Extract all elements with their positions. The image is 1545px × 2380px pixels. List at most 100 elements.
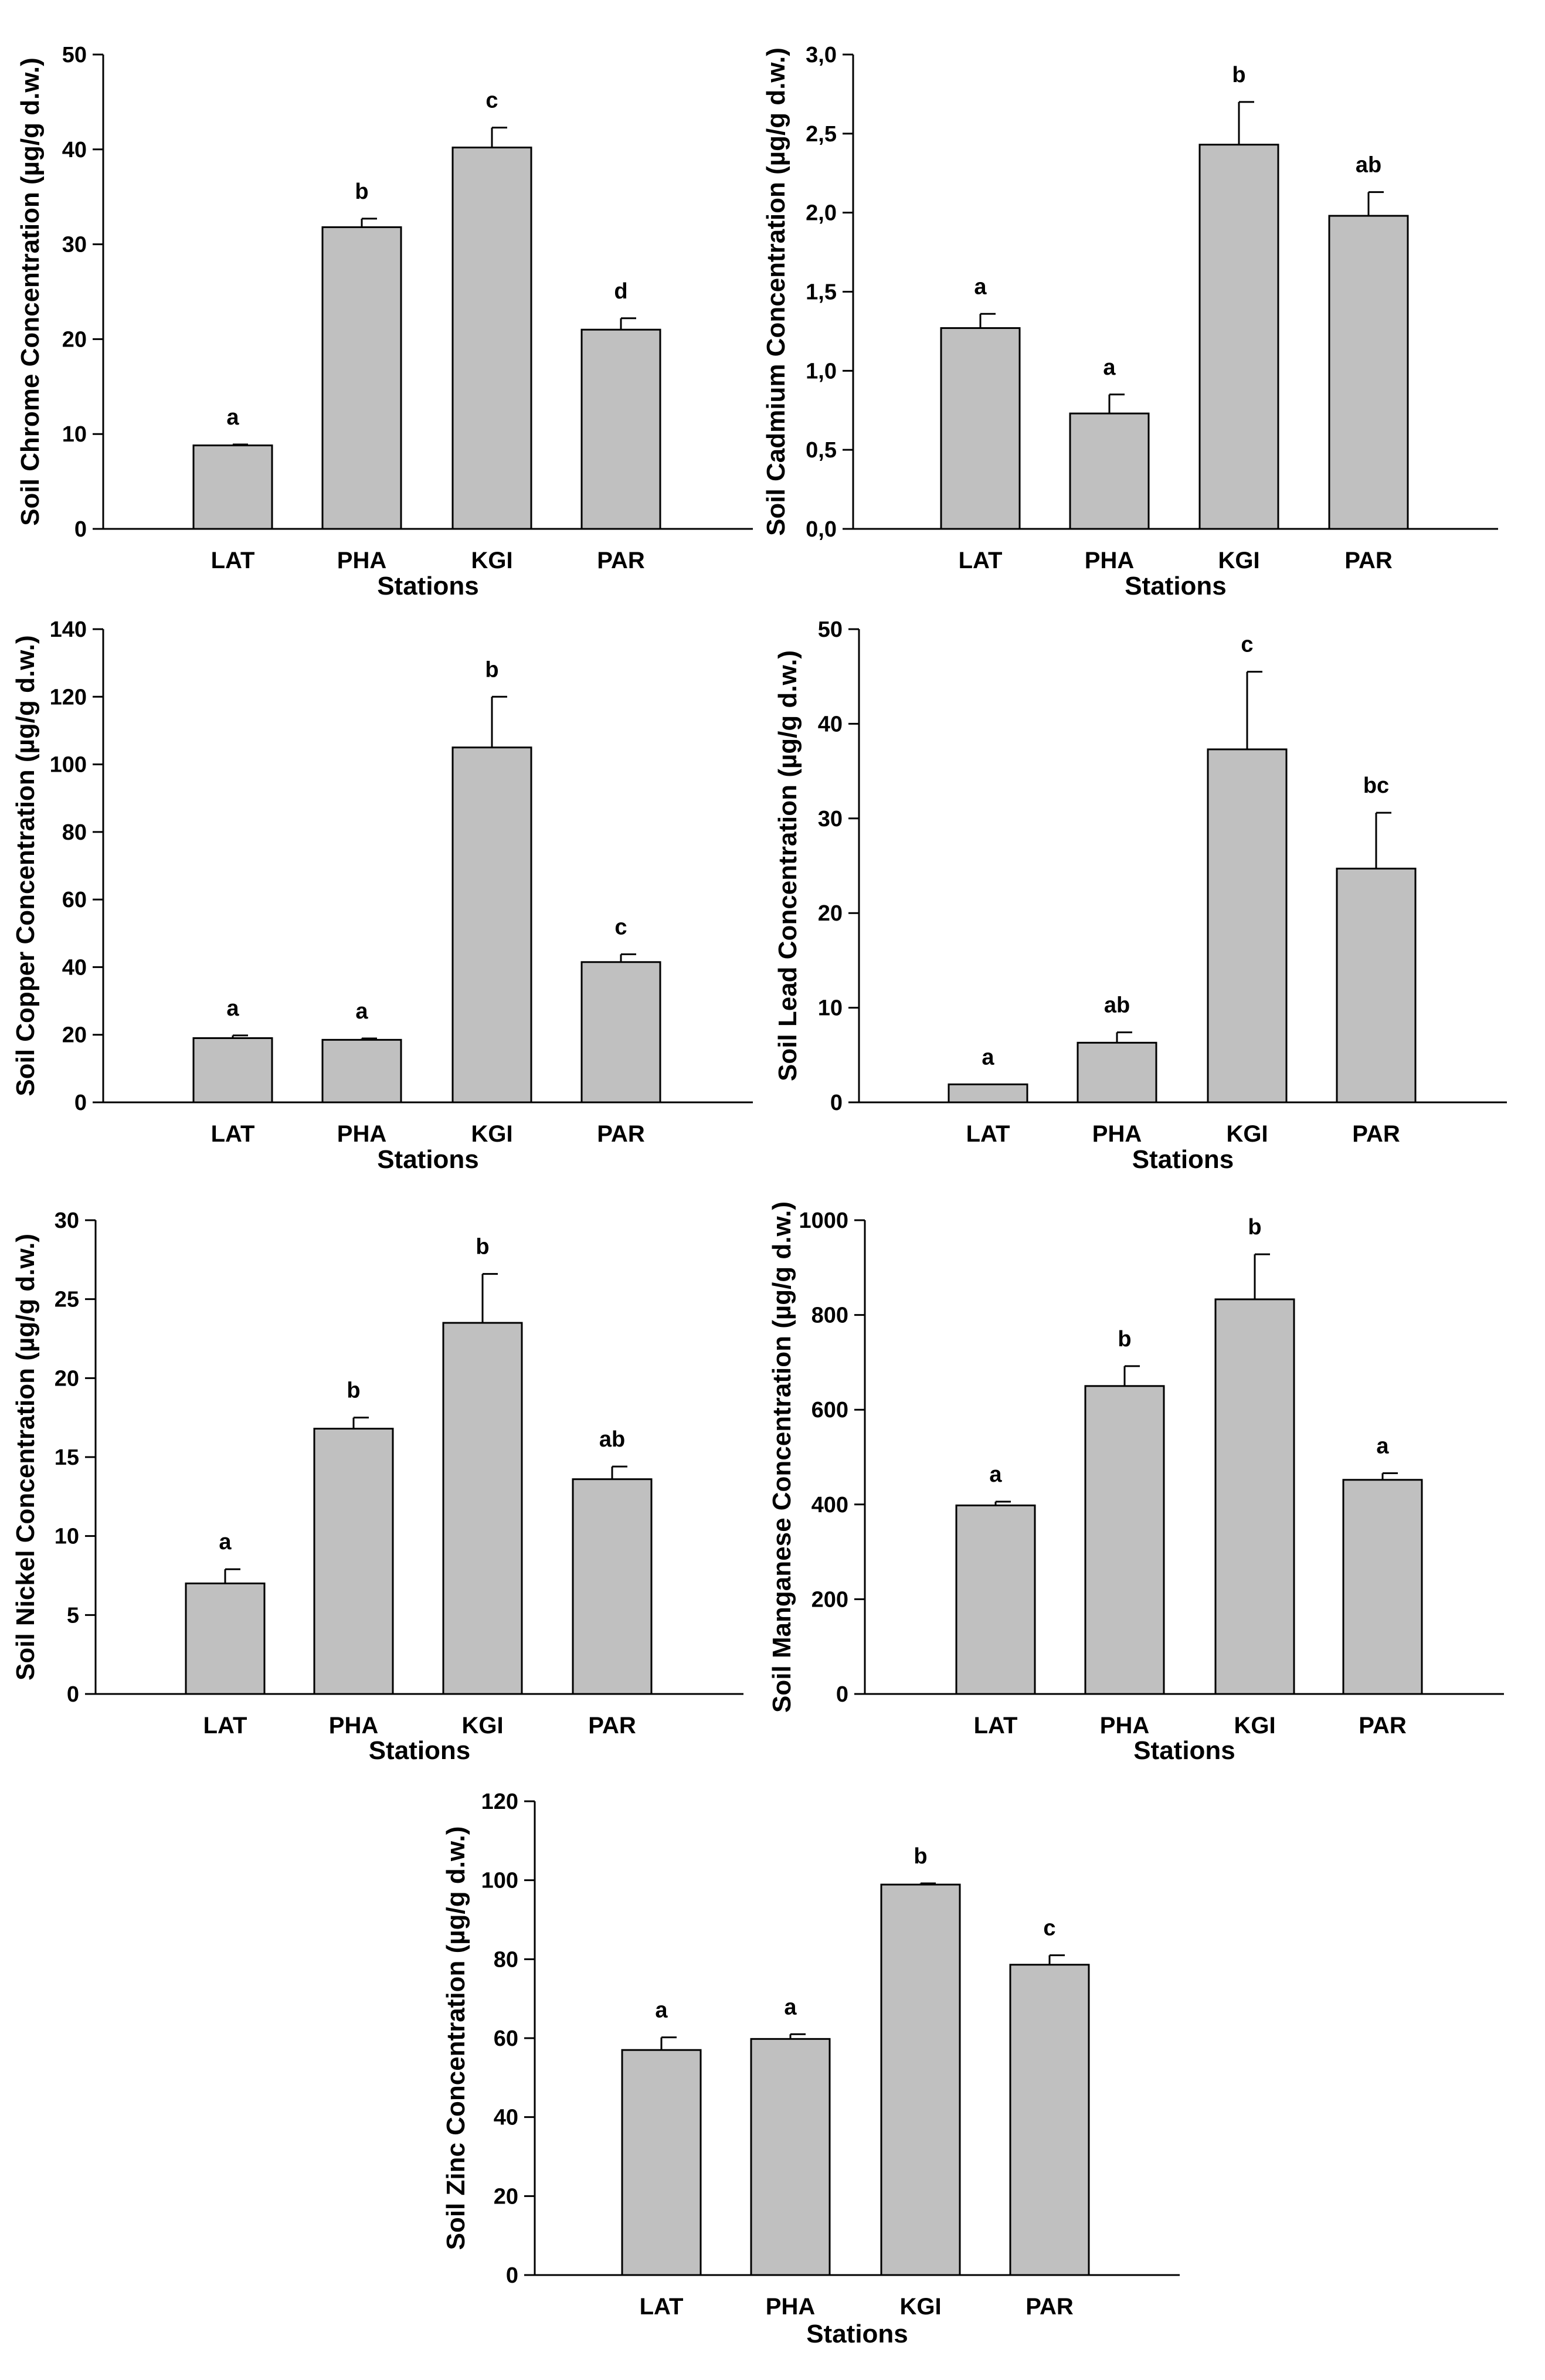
bar-pha [313,1428,394,1695]
x-tick-label: LAT [640,2294,684,2320]
y-tick-label: 5 [67,1603,79,1628]
chart-panel-3: a LAT a PHA b KGI c PAR 0 20 40 60 80 100 120 140 Statio… [11,617,753,1174]
bar-kgi [1207,748,1288,1104]
y-tick-label: 25 [55,1288,79,1312]
y-tick-label: 60 [494,2026,518,2051]
y-tick-label: 0 [506,2263,518,2288]
bar-pha [1077,1041,1157,1104]
significance-label: a [219,1530,232,1554]
bar-pha [1084,1385,1165,1695]
significance-label: a [226,405,239,430]
x-tick-label: PAR [1344,548,1393,573]
chart-panel-1: a LAT b PHA c KGI d PAR 0 10 20 30 40 50 Stations Soil … [16,43,753,600]
bar-pha [1069,412,1150,530]
x-tick-label: PAR [597,548,645,573]
x-tick-label: LAT [203,1713,247,1739]
y-tick-label: 30 [55,1208,79,1233]
bar-lat [185,1582,266,1695]
y-axis-title: Soil Cadmium Concentration (µg/g d.w.) [762,47,790,536]
y-axis-title: Soil Lead Concentration (µg/g d.w.) [773,650,802,1081]
y-tick-label: 800 [811,1303,848,1328]
x-tick-label: KGI [899,2294,941,2320]
bar-par [580,961,661,1104]
bar-lat [621,2049,702,2276]
significance-label: a [655,1998,668,2023]
x-tick-label: LAT [966,1121,1010,1147]
significance-label: b [1248,1215,1261,1240]
y-tick-label: 2,5 [806,122,837,147]
x-axis-title: Stations [1132,1145,1234,1174]
x-tick-label: PAR [597,1121,645,1147]
y-axis-title: Soil Chrome Concentration (µg/g d.w.) [16,57,45,526]
x-axis-title: Stations [1133,1736,1235,1765]
significance-label: a [226,996,239,1021]
y-tick-label: 0,5 [806,438,837,463]
significance-label: d [614,279,627,304]
chart-panel-4: a LAT ab PHA c KGI bc PAR 0 10 20 30 40 50 Stations Soi… [773,617,1507,1174]
y-tick-label: 80 [62,820,87,845]
bar-kgi [451,147,532,530]
x-tick-label: PHA [1085,548,1134,573]
y-axis-title: Soil Manganese Concentration (µg/g d.w.) [768,1201,796,1713]
significance-label: a [989,1462,1002,1487]
bar-pha [321,226,402,530]
y-tick-label: 10 [55,1525,79,1549]
y-tick-label: 20 [818,901,843,926]
y-tick-label: 10 [818,996,843,1021]
x-tick-label: PAR [1026,2294,1074,2320]
x-tick-label: LAT [211,548,255,573]
y-tick-label: 0,0 [806,517,837,542]
x-axis-title: Stations [377,1145,479,1174]
bar-lat [192,444,273,530]
bar-par [572,1478,653,1695]
significance-label: c [614,915,627,940]
y-tick-label: 80 [494,1947,518,1972]
y-tick-label: 1000 [799,1208,848,1233]
x-tick-label: KGI [461,1713,503,1739]
bar-lat [940,327,1021,530]
chart-panel-7: a LAT a PHA b KGI c PAR 0 20 40 60 80 100 120 Stations S… [442,1790,1180,2348]
y-tick-label: 40 [62,138,87,162]
y-tick-label: 30 [62,233,87,257]
x-axis-title: Stations [806,2320,908,2348]
y-tick-label: 0 [830,1091,843,1115]
y-tick-label: 60 [62,888,87,912]
y-tick-label: 140 [50,617,87,642]
x-tick-label: PHA [337,548,386,573]
significance-label: a [974,274,987,299]
significance-label: ab [1104,993,1130,1018]
bar-lat [955,1504,1036,1695]
bar-par [580,328,661,530]
y-axis-title: Soil Zinc Concentration (µg/g d.w.) [442,1826,470,2250]
y-tick-label: 100 [50,753,87,778]
significance-label: b [485,657,498,682]
bar-par [1328,215,1409,530]
x-tick-label: KGI [471,1121,512,1147]
x-axis-title: Stations [377,572,479,600]
y-tick-label: 200 [811,1587,848,1612]
significance-label: a [1103,355,1116,380]
y-tick-label: 40 [494,2106,518,2130]
chart-panel-2: a LAT a PHA b KGI ab PAR 0,0 0,5 1,0 1,5 2,0 2,5 3,0 St… [762,43,1498,600]
x-tick-label: PHA [337,1121,386,1147]
bar-kgi [1198,144,1279,530]
significance-label: ab [599,1427,625,1452]
y-tick-label: 0 [836,1682,848,1707]
bar-lat [192,1037,273,1104]
x-tick-label: KGI [1234,1713,1275,1739]
y-tick-label: 50 [62,43,87,67]
x-tick-label: PHA [329,1713,378,1739]
x-tick-label: PAR [1359,1713,1407,1739]
bar-par [1009,1964,1090,2276]
y-tick-label: 0 [67,1682,79,1707]
significance-label: c [1043,1916,1055,1941]
significance-label: b [1118,1327,1131,1352]
x-tick-label: PHA [766,2294,815,2320]
y-tick-label: 15 [55,1445,79,1470]
bar-par [1342,1479,1423,1695]
x-tick-label: LAT [211,1121,255,1147]
significance-label: bc [1363,773,1389,798]
significance-label: ab [1356,153,1381,178]
bar-lat [948,1083,1028,1104]
